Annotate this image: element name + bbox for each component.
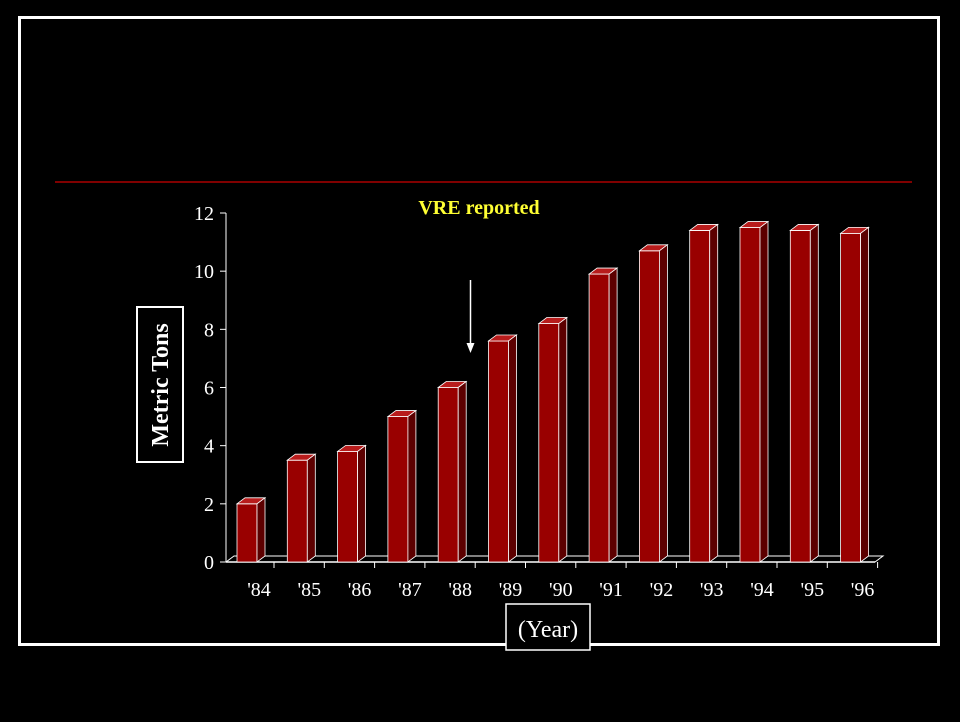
bar-side bbox=[759, 220, 769, 563]
bar-side bbox=[709, 223, 719, 563]
bar bbox=[587, 267, 619, 563]
bar-front bbox=[739, 227, 761, 563]
bar-front bbox=[840, 232, 861, 563]
bar-side bbox=[457, 380, 467, 563]
x-tick-label: '85 bbox=[297, 579, 321, 601]
bar-front bbox=[488, 340, 509, 563]
bar bbox=[235, 497, 267, 563]
bar-front bbox=[337, 451, 359, 563]
x-tick-label: '93 bbox=[700, 579, 724, 601]
y-tick-label: 0 bbox=[204, 552, 214, 574]
bar bbox=[386, 409, 418, 563]
bar-side bbox=[306, 453, 316, 563]
annotation-arrow bbox=[466, 280, 475, 353]
bar-front bbox=[588, 273, 610, 563]
bar bbox=[286, 453, 317, 563]
bar bbox=[738, 220, 770, 563]
annotation-arrow-head bbox=[466, 343, 475, 353]
bar-side bbox=[809, 223, 819, 563]
bars bbox=[235, 220, 870, 563]
x-tick-label: '88 bbox=[448, 579, 472, 601]
y-tick-label: 12 bbox=[194, 203, 214, 225]
y-axis: 0 2 4 6 8 10 12 bbox=[194, 203, 227, 574]
bar-side bbox=[659, 244, 668, 563]
y-axis-label-box bbox=[136, 306, 184, 463]
bar-side bbox=[508, 334, 517, 563]
annotation-label: VRE reported bbox=[418, 197, 539, 219]
x-axis-label: (Year) bbox=[518, 617, 578, 643]
bar-side bbox=[608, 267, 618, 563]
x-axis-label-box bbox=[505, 603, 591, 651]
bar bbox=[839, 226, 870, 563]
bar bbox=[487, 334, 518, 563]
bar-front bbox=[387, 416, 409, 563]
y-tick-label: 6 bbox=[204, 378, 214, 400]
bar-side bbox=[357, 444, 367, 563]
bar bbox=[437, 380, 468, 563]
y-tick-label: 4 bbox=[204, 436, 214, 458]
bar-side bbox=[256, 497, 266, 563]
x-tick-label: '90 bbox=[549, 579, 573, 601]
bar bbox=[336, 444, 367, 563]
slide-frame bbox=[18, 16, 940, 646]
bar bbox=[638, 244, 669, 563]
x-tick-label: '91 bbox=[599, 579, 623, 601]
x-tick-label: '84 bbox=[247, 579, 271, 601]
bar-front bbox=[286, 459, 308, 563]
bar-side bbox=[407, 409, 417, 563]
bar-front bbox=[789, 230, 811, 563]
bar-side bbox=[860, 226, 869, 563]
x-tick-label: '95 bbox=[800, 579, 824, 601]
x-axis-ticks: '84 '85 '86 '87 '88 '89 '90 '91 '92 '93 '94 '95 '96 bbox=[247, 562, 879, 601]
y-tick-label: 10 bbox=[194, 261, 214, 283]
bar bbox=[688, 223, 719, 563]
y-axis-label: Metric Tons bbox=[148, 323, 174, 446]
y-tick-label: 2 bbox=[204, 494, 214, 516]
bar-front bbox=[689, 230, 711, 563]
x-tick-label: '87 bbox=[398, 579, 422, 601]
bar bbox=[789, 223, 820, 563]
bar-front bbox=[639, 250, 660, 563]
x-tick-label: '94 bbox=[750, 579, 774, 601]
bar bbox=[537, 316, 568, 563]
bar-front bbox=[538, 323, 560, 563]
y-tick-label: 8 bbox=[204, 319, 214, 341]
x-tick-label: '89 bbox=[499, 579, 523, 601]
bar-front bbox=[437, 387, 459, 563]
x-tick-label: '86 bbox=[348, 579, 372, 601]
x-tick-label: '96 bbox=[851, 579, 875, 601]
bar-front bbox=[236, 503, 258, 563]
x-tick-label: '92 bbox=[650, 579, 674, 601]
bar-side bbox=[558, 316, 568, 563]
